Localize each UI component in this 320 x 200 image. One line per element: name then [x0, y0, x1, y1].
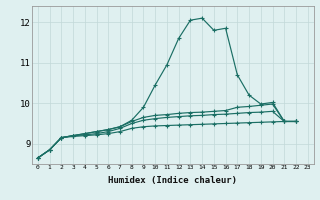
X-axis label: Humidex (Indice chaleur): Humidex (Indice chaleur): [108, 176, 237, 185]
